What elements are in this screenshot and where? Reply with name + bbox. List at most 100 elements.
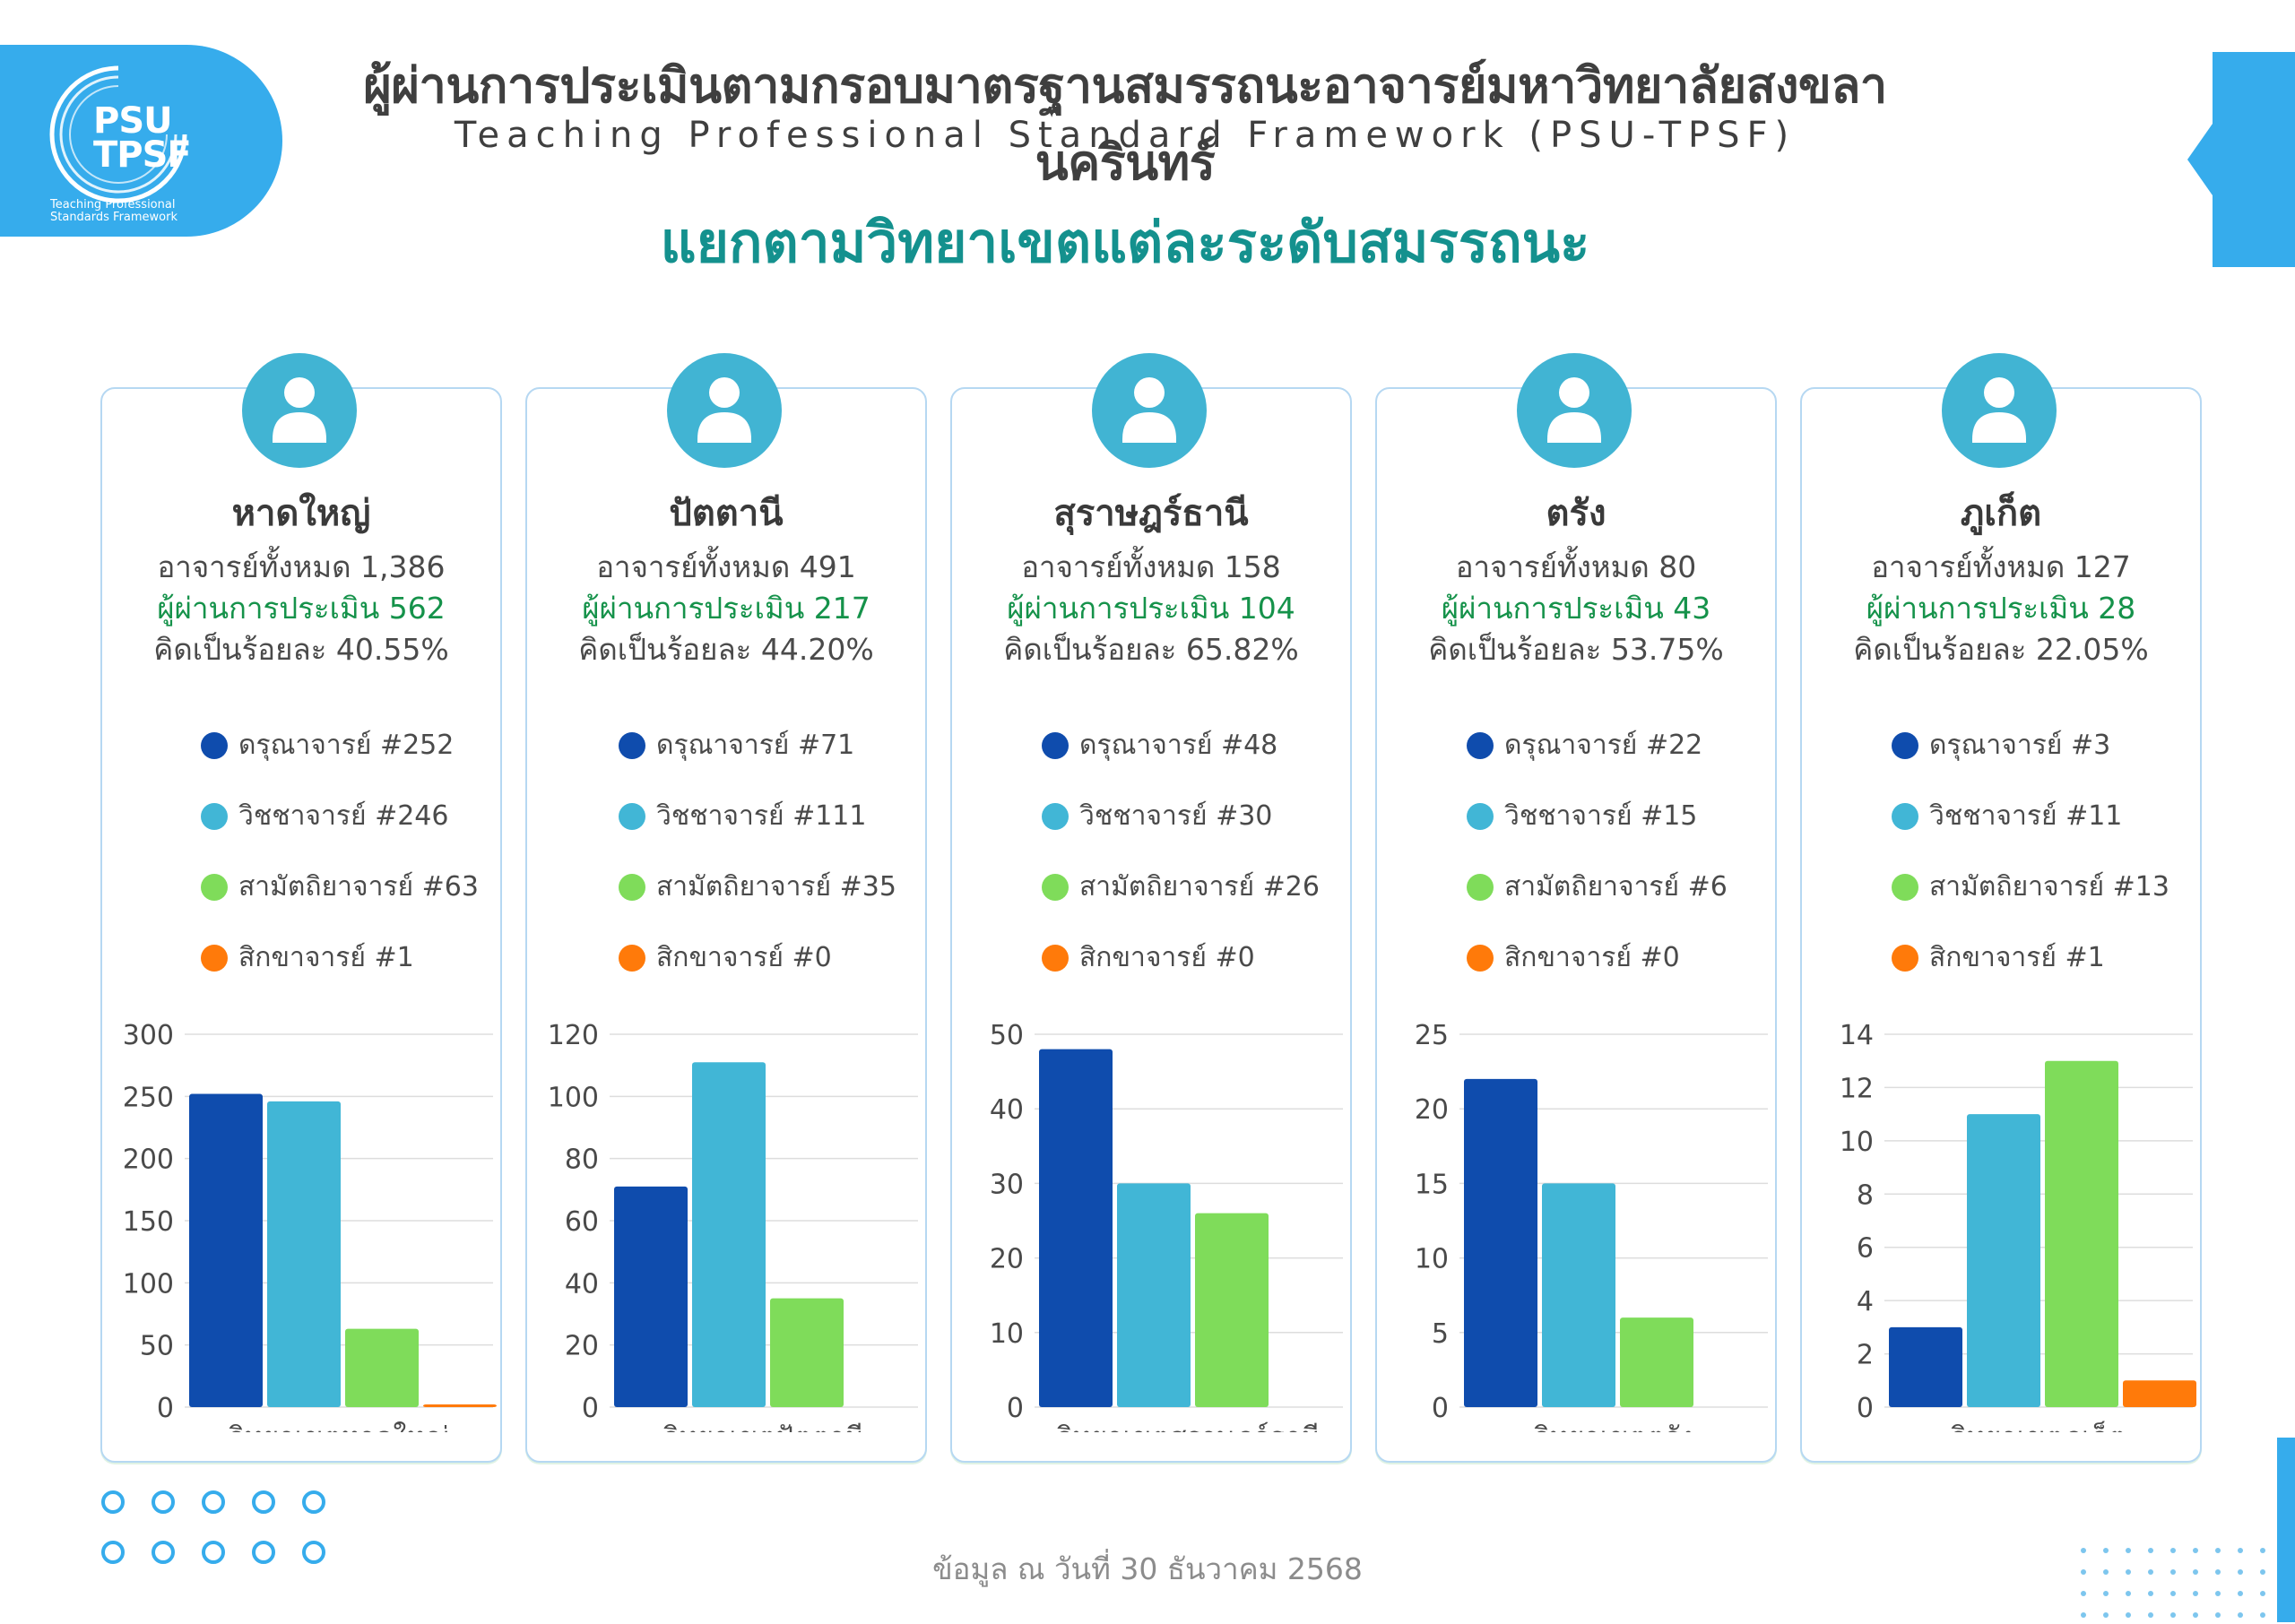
campus-name: หาดใหญ่ bbox=[231, 493, 371, 534]
x-axis-label: วิทยาเขตภูเก็ต bbox=[1951, 1421, 2126, 1432]
legend-label: ดรุณาจารย์ bbox=[1504, 730, 1638, 761]
bar-level1 bbox=[189, 1093, 263, 1407]
legend-item: ดรุณาจารย์ #252 bbox=[201, 724, 455, 761]
y-tick-label: 0 bbox=[582, 1393, 599, 1424]
legend-item: สิกขาจารย์ #0 bbox=[619, 937, 832, 973]
legend-label: วิชชาจารย์ bbox=[656, 800, 784, 832]
y-tick-label: 0 bbox=[157, 1393, 174, 1424]
x-axis-label: วิทยาเขตปัตตานี bbox=[663, 1421, 863, 1432]
section-title: แยกตามวิทยาเขตแต่ละระดับสมรรถนะ bbox=[660, 210, 1590, 275]
legend-swatch bbox=[1467, 944, 1494, 972]
legend-count: #22 bbox=[1645, 730, 1703, 761]
legend-label: วิชชาจารย์ bbox=[1504, 800, 1632, 832]
decorative-circles bbox=[101, 1490, 325, 1564]
logo-swoosh-icon bbox=[49, 65, 187, 203]
y-tick-label: 2 bbox=[1857, 1340, 1874, 1371]
passed-count: ผู้ผ่านการประเมิน 28 bbox=[1866, 591, 2136, 626]
legend-item: วิชชาจารย์ #111 bbox=[619, 795, 866, 832]
legend-item: สามัตถิยาจารย์ #35 bbox=[619, 866, 896, 903]
logo-text-top: PSU bbox=[93, 100, 173, 142]
passed-count: ผู้ผ่านการประเมิน 43 bbox=[1441, 591, 1711, 626]
legend-count: #15 bbox=[1641, 800, 1698, 832]
legend-label: ดรุณาจารย์ bbox=[238, 730, 372, 761]
y-tick-label: 5 bbox=[1432, 1318, 1449, 1350]
campus-name: ภูเก็ต bbox=[1960, 493, 2042, 534]
y-tick-label: 300 bbox=[123, 1020, 174, 1051]
campus-card: ภูเก็ต อาจารย์ทั้งหมด 127 ผู้ผ่านการประเมิ… bbox=[1800, 353, 2202, 1463]
legend-item: ดรุณาจารย์ #48 bbox=[1042, 724, 1277, 761]
y-tick-label: 0 bbox=[1857, 1393, 1874, 1424]
legend-item: สามัตถิยาจารย์ #63 bbox=[201, 866, 479, 903]
legend-item: สามัตถิยาจารย์ #13 bbox=[1892, 866, 2169, 903]
y-tick-label: 20 bbox=[990, 1244, 1024, 1275]
bar-level2 bbox=[267, 1101, 341, 1407]
passed-count: ผู้ผ่านการประเมิน 217 bbox=[582, 591, 870, 626]
legend-label: สิกขาจารย์ bbox=[1929, 942, 2057, 973]
bar-level3 bbox=[345, 1328, 419, 1407]
pass-percent: คิดเป็นร้อยละ 53.75% bbox=[1428, 632, 1724, 667]
y-tick-label: 40 bbox=[565, 1268, 599, 1300]
legend-item: วิชชาจารย์ #30 bbox=[1042, 795, 1273, 832]
campus-name: ตรัง bbox=[1546, 493, 1606, 534]
y-tick-label: 10 bbox=[1415, 1244, 1449, 1275]
legend-swatch bbox=[201, 944, 228, 972]
total-teachers: อาจารย์ทั้งหมด 158 bbox=[1021, 549, 1281, 584]
legend-count: #1 bbox=[2065, 942, 2105, 973]
bar-level1 bbox=[1039, 1049, 1113, 1407]
legend-item: สิกขาจารย์ #0 bbox=[1467, 937, 1680, 973]
bar-level2 bbox=[1542, 1183, 1615, 1407]
y-tick-label: 50 bbox=[990, 1020, 1024, 1051]
legend-swatch bbox=[1892, 873, 1918, 901]
legend-item: สิกขาจารย์ #0 bbox=[1042, 937, 1255, 973]
bar-chart: 0 5 10 15 20 25 วิทยาเขตตรัง bbox=[1415, 1020, 1768, 1432]
legend-swatch bbox=[1467, 802, 1494, 830]
legend-swatch bbox=[1042, 802, 1069, 830]
legend-item: สามัตถิยาจารย์ #26 bbox=[1042, 866, 1320, 903]
legend-item: สิกขาจารย์ #1 bbox=[1892, 937, 2105, 973]
y-tick-label: 50 bbox=[140, 1331, 174, 1362]
legend-item: สามัตถิยาจารย์ #6 bbox=[1467, 866, 1728, 903]
legend-item: วิชชาจารย์ #11 bbox=[1892, 795, 2123, 832]
total-teachers: อาจารย์ทั้งหมด 80 bbox=[1455, 549, 1697, 584]
legend-item: ดรุณาจารย์ #3 bbox=[1892, 724, 2110, 761]
total-teachers: อาจารย์ทั้งหมด 491 bbox=[596, 549, 856, 584]
legend-swatch bbox=[1892, 944, 1918, 972]
legend-label: ดรุณาจารย์ bbox=[656, 730, 790, 761]
legend-item: วิชชาจารย์ #246 bbox=[201, 795, 448, 832]
legend-label: สิกขาจารย์ bbox=[238, 942, 366, 973]
pass-percent: คิดเป็นร้อยละ 40.55% bbox=[153, 632, 449, 667]
logo-text-bottom: TPSF bbox=[93, 134, 192, 176]
legend-count: #11 bbox=[2066, 800, 2123, 832]
legend-count: #30 bbox=[1216, 800, 1273, 832]
y-tick-label: 12 bbox=[1840, 1073, 1874, 1104]
legend-label: ดรุณาจารย์ bbox=[1079, 730, 1213, 761]
bar-level3 bbox=[1620, 1317, 1693, 1407]
y-tick-label: 150 bbox=[123, 1206, 174, 1238]
campus-card: หาดใหญ่ อาจารย์ทั้งหมด 1,386 ผู้ผ่านการประ… bbox=[100, 353, 502, 1463]
legend-count: #1 bbox=[374, 942, 414, 973]
legend-swatch bbox=[619, 802, 645, 830]
legend-label: สามัตถิยาจารย์ bbox=[238, 871, 414, 903]
legend-label: สามัตถิยาจารย์ bbox=[1504, 871, 1680, 903]
legend-count: #0 bbox=[792, 942, 832, 973]
pass-percent: คิดเป็นร้อยละ 44.20% bbox=[578, 632, 874, 667]
legend-count: #252 bbox=[379, 730, 455, 761]
y-tick-label: 40 bbox=[990, 1094, 1024, 1126]
legend-count: #6 bbox=[1687, 871, 1728, 903]
legend-count: #71 bbox=[797, 730, 855, 761]
bar-chart: 0 2 4 6 8 10 12 14 วิทยาเขตภูเก็ต bbox=[1840, 1020, 2196, 1432]
legend-label: สามัตถิยาจารย์ bbox=[1929, 871, 2105, 903]
bar-level2 bbox=[1967, 1114, 2040, 1407]
legend-swatch bbox=[201, 802, 228, 830]
y-tick-label: 20 bbox=[1415, 1094, 1449, 1126]
y-tick-label: 60 bbox=[565, 1206, 599, 1238]
legend-swatch bbox=[1042, 873, 1069, 901]
user-avatar-icon bbox=[1517, 353, 1632, 468]
y-tick-label: 200 bbox=[123, 1145, 174, 1176]
decorative-dots bbox=[2081, 1548, 2265, 1618]
x-axis-label: วิทยาเขตสุราษฎร์ธานี bbox=[1057, 1421, 1321, 1432]
legend-count: #0 bbox=[1215, 942, 1255, 973]
legend-swatch bbox=[201, 873, 228, 901]
legend-label: สามัตถิยาจารย์ bbox=[1079, 871, 1255, 903]
legend-label: สิกขาจารย์ bbox=[1079, 942, 1207, 973]
